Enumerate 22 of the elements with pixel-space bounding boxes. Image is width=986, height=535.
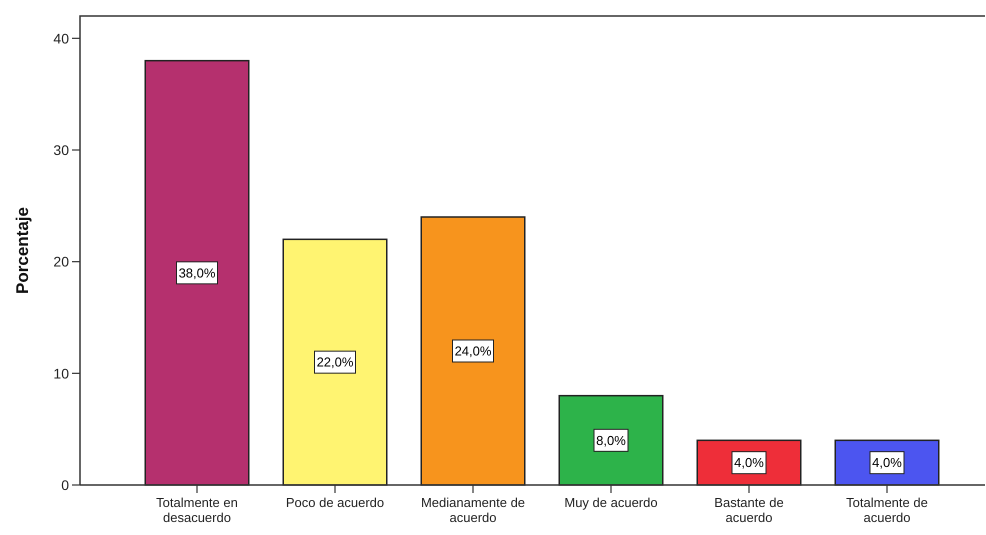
x-tick-label: Totalmente de acuerdo	[846, 495, 928, 525]
data-label: 38,0%	[178, 265, 216, 280]
bar	[144, 60, 250, 486]
bar	[282, 238, 388, 486]
x-tick-label: Medianamente de acuerdo	[420, 495, 526, 525]
bar	[558, 394, 664, 486]
x-tick-label: Poco de acuerdo	[286, 495, 384, 510]
x-tick-label: Totalmente en desacuerdo	[156, 495, 238, 525]
bar	[420, 216, 526, 486]
data-label: 24,0%	[454, 344, 492, 358]
y-tick-label: 10	[53, 365, 70, 382]
y-tick-label: 20	[53, 254, 70, 270]
data-label: 4,0%	[734, 455, 764, 470]
y-axis-title: Porcentaje	[13, 207, 32, 294]
y-tick-label: 0	[61, 477, 70, 493]
x-tick-label: Muy de acuerdo	[564, 495, 658, 510]
y-tick-label: 30	[53, 142, 70, 158]
data-label: 8,0%	[596, 432, 626, 448]
data-label: 4,0%	[872, 455, 902, 470]
data-label: 22,0%	[316, 354, 354, 370]
y-tick-label: 40	[53, 30, 70, 46]
x-tick-label: Bastante de acuerdo	[714, 495, 784, 525]
